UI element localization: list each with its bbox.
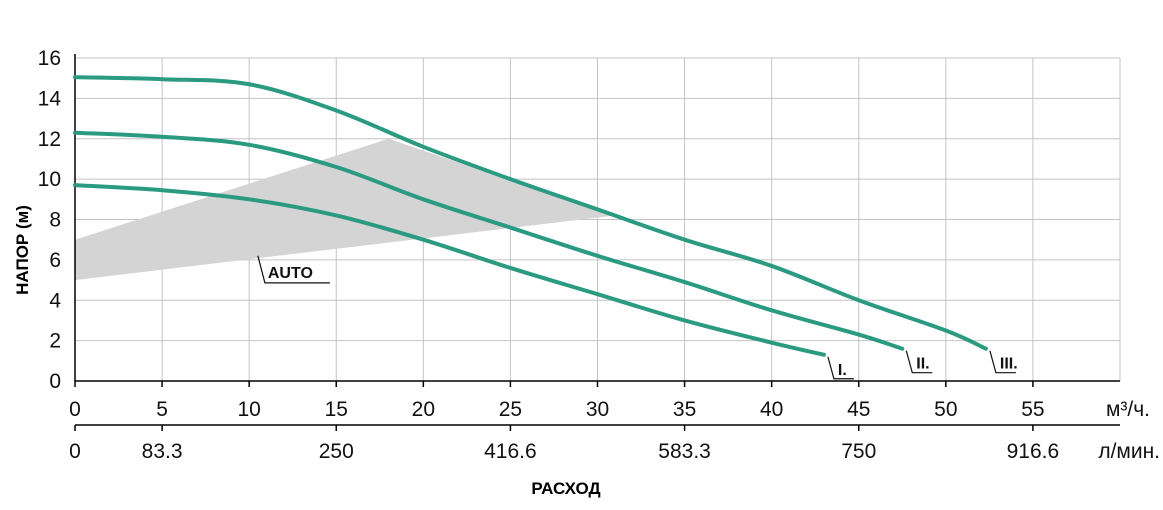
series-label-leader-3 bbox=[989, 350, 1016, 374]
secondary-x-tick-label-83.3: 83.3 bbox=[142, 440, 183, 463]
labels-layer: I. II. III. AUTO bbox=[257, 255, 1018, 380]
x-tick-label-30: 30 bbox=[586, 398, 609, 421]
series-layer bbox=[73, 75, 988, 357]
y-axis-label: НАПОР (м) bbox=[13, 205, 32, 295]
x-tick-label-45: 45 bbox=[847, 398, 870, 421]
secondary-x-tick-label-0: 0 bbox=[69, 440, 81, 463]
x-tick-label-20: 20 bbox=[412, 398, 435, 421]
y-tick-label-4: 4 bbox=[49, 289, 61, 312]
x-axis-label: РАСХОД bbox=[531, 479, 600, 498]
x-unit-label: м³/ч. bbox=[1106, 398, 1150, 421]
secondary-x-unit-label: л/мин. bbox=[1098, 440, 1160, 463]
axes: 0 2 4 6 8 10 12 14 16 0 5 10 15 20 25 30 35 40 45 50 55 м³/ч.… bbox=[38, 47, 1160, 463]
auto-band-label: AUTO bbox=[268, 265, 313, 282]
y-tick-label-10: 10 bbox=[38, 168, 61, 191]
series-line-1 bbox=[73, 183, 826, 357]
y-tick-label-6: 6 bbox=[49, 249, 61, 272]
x-tick-label-55: 55 bbox=[1021, 398, 1044, 421]
series-label-leader-1 bbox=[827, 356, 854, 380]
x-tick-label-5: 5 bbox=[156, 398, 168, 421]
y-tick-label-2: 2 bbox=[49, 330, 61, 353]
x-tick-label-40: 40 bbox=[760, 398, 783, 421]
x-tick-label-10: 10 bbox=[237, 398, 260, 421]
y-tick-label-16: 16 bbox=[38, 47, 61, 70]
y-tick-label-14: 14 bbox=[38, 87, 62, 110]
auto-band bbox=[75, 138, 615, 281]
auto-label-leader bbox=[257, 255, 330, 284]
secondary-x-tick-label-250: 250 bbox=[319, 440, 354, 463]
x-tick-label-25: 25 bbox=[499, 398, 522, 421]
series-label-3: III. bbox=[1000, 356, 1018, 373]
series-label-2: II. bbox=[916, 356, 929, 373]
secondary-x-tick-label-750: 750 bbox=[841, 440, 876, 463]
secondary-x-tick-label-583.3: 583.3 bbox=[658, 440, 711, 463]
series-label-1: I. bbox=[838, 362, 847, 379]
series-label-leader-2 bbox=[905, 350, 933, 374]
y-tick-label-8: 8 bbox=[49, 209, 61, 232]
secondary-x-tick-label-416.6: 416.6 bbox=[484, 440, 537, 463]
x-tick-label-50: 50 bbox=[934, 398, 957, 421]
y-tick-label-12: 12 bbox=[38, 128, 61, 151]
x-tick-label-35: 35 bbox=[673, 398, 696, 421]
y-tick-label-0: 0 bbox=[49, 370, 61, 393]
series-line-2 bbox=[73, 130, 905, 351]
x-tick-label-0: 0 bbox=[69, 398, 81, 421]
series-line-3 bbox=[73, 75, 988, 351]
secondary-x-tick-label-916.6: 916.6 bbox=[1007, 440, 1060, 463]
auto-band-layer bbox=[75, 138, 615, 281]
x-tick-label-15: 15 bbox=[325, 398, 348, 421]
